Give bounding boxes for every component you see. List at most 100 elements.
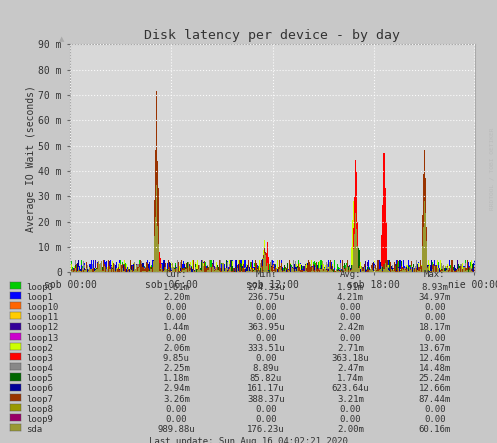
Bar [287,270,288,272]
Bar [377,260,378,272]
Bar [344,270,345,272]
Text: 1.74m: 1.74m [337,374,364,383]
Bar [133,271,134,272]
Bar [439,270,440,272]
Bar [370,269,371,272]
Bar [248,260,249,272]
Bar [456,271,457,272]
Bar [432,269,433,272]
Bar [441,271,442,272]
Bar [268,262,269,272]
Bar [436,266,437,272]
Bar [220,260,221,272]
Bar [404,271,405,272]
Bar [328,260,329,272]
Bar [298,270,300,272]
Bar [121,268,122,272]
Bar [259,260,260,272]
Bar [250,262,251,272]
Bar [459,268,460,272]
Text: 363.18u: 363.18u [331,354,369,363]
Bar [181,271,182,272]
Bar [122,264,123,272]
Text: 25.24m: 25.24m [419,374,451,383]
Bar [457,271,458,272]
Bar [259,269,260,272]
Bar [155,256,156,272]
Bar [305,264,306,272]
Bar [438,268,439,272]
Bar [141,267,142,272]
Bar [231,260,232,272]
Bar [387,271,388,272]
Bar [398,268,399,272]
Bar [72,271,73,272]
Bar [239,270,240,272]
Text: loop11: loop11 [26,313,58,322]
Bar [280,271,281,272]
Bar [326,271,327,272]
Bar [125,270,126,272]
Bar [238,263,239,272]
Bar [166,270,167,272]
Text: loop5: loop5 [26,374,53,383]
Bar [463,264,464,272]
Bar [424,231,425,272]
Bar [385,260,386,272]
Bar [195,267,196,272]
Bar [287,271,288,272]
Bar [183,271,184,272]
Bar [173,271,174,272]
Bar [424,271,425,272]
Bar [295,268,296,272]
Bar [320,270,321,272]
Bar [376,268,377,272]
Bar [247,268,248,272]
Bar [78,267,79,272]
Bar [360,269,361,272]
Bar [411,264,412,272]
Bar [85,270,86,272]
Bar [193,260,194,272]
Bar [454,269,455,272]
Bar [312,270,313,272]
Bar [408,266,409,272]
Bar [230,268,231,272]
Bar [453,271,454,272]
Bar [108,269,109,272]
Bar [458,268,459,272]
Bar [226,269,227,272]
Bar [319,270,320,272]
Bar [176,268,177,272]
Bar [365,271,366,272]
Bar [374,269,375,272]
Bar [303,270,304,272]
Bar [160,271,161,272]
Bar [180,271,181,272]
Bar [463,271,464,272]
Bar [244,270,245,272]
Bar [182,269,183,272]
Bar [86,264,87,272]
Bar [280,271,281,272]
Bar [229,260,230,272]
Bar [244,271,245,272]
Bar [436,265,437,272]
Bar [153,271,154,272]
Bar [101,269,102,272]
Bar [149,270,150,272]
Bar [359,250,360,272]
Bar [180,271,181,272]
Bar [125,263,126,272]
Bar [215,271,216,272]
Bar [460,266,462,272]
Bar [234,270,235,272]
Bar [81,260,82,272]
Bar [255,260,256,272]
Bar [364,271,365,272]
Bar [416,260,417,272]
Bar [428,267,429,272]
Bar [464,269,465,272]
Bar [75,269,76,272]
Bar [210,268,211,272]
